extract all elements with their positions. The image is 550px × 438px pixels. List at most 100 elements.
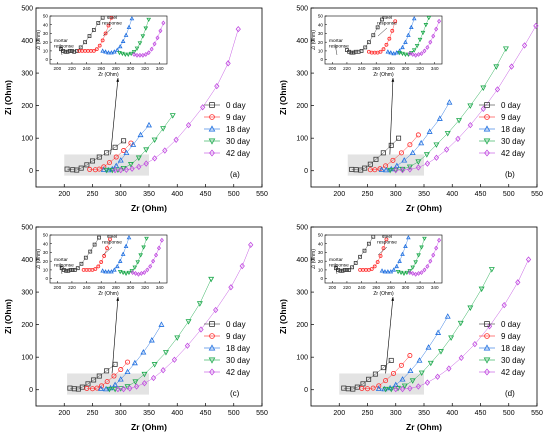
inset-x-tick-label: 320	[141, 66, 149, 71]
data-point	[436, 115, 443, 121]
data-point	[515, 279, 521, 286]
inset-data-point	[359, 49, 364, 53]
inset-series-1	[358, 237, 389, 272]
legend-marker	[208, 357, 216, 364]
panel-b: 200 250 300 350 400 450 500 550 0 100 200 300 400 500…	[275, 0, 550, 219]
inset-data-point	[61, 268, 66, 272]
data-point	[151, 362, 158, 368]
data-point	[112, 144, 118, 150]
mortar-response-annotation: mortar response	[54, 38, 74, 50]
data-point	[467, 305, 474, 311]
series-line	[390, 48, 507, 171]
inset-data-point	[422, 48, 427, 54]
y-tick-label: 100	[296, 136, 308, 143]
inset-x-tick-label: 280	[112, 66, 120, 71]
inset-data-point	[394, 263, 399, 269]
legend-label: 42 day	[226, 149, 250, 158]
y-tick-label: 0	[304, 168, 308, 175]
inset-x-tick-label: 240	[358, 66, 366, 71]
steel-annotation-line	[377, 246, 388, 256]
inset-data-point	[106, 50, 111, 55]
data-point	[467, 103, 474, 109]
series-3	[387, 46, 509, 174]
inset-data-point	[437, 18, 442, 24]
zoom-arrow-head	[391, 78, 395, 82]
x-axis-label: Zr (Ohm)	[406, 203, 442, 213]
data-point	[472, 341, 478, 348]
data-point	[173, 136, 179, 143]
data-point	[399, 166, 406, 174]
series-line	[343, 360, 392, 390]
inset-data-point	[139, 270, 144, 276]
data-point	[390, 157, 396, 163]
data-point	[415, 164, 421, 171]
inset-data-point	[109, 50, 114, 55]
inset-series-0	[59, 16, 105, 54]
data-point	[502, 46, 509, 52]
inset-data-point	[61, 49, 66, 53]
data-point	[135, 155, 142, 161]
inset-x-tick-label: 340	[431, 66, 439, 71]
data-point	[239, 262, 245, 270]
zoom-arrow-line	[110, 77, 119, 155]
inset-data-point	[363, 45, 368, 50]
inset-data-point	[381, 246, 386, 250]
data-point	[90, 386, 96, 392]
data-point	[493, 64, 500, 70]
inset-data-point	[358, 254, 362, 259]
data-point	[406, 164, 413, 171]
data-point	[124, 368, 131, 375]
inset-data-point	[146, 17, 152, 23]
inset-data-point	[372, 264, 377, 269]
data-point	[125, 359, 131, 365]
inset-series-3	[117, 17, 152, 57]
y-tick-label: 500	[21, 225, 33, 232]
x-tick-label: 300	[115, 410, 127, 417]
inset-data-point	[426, 16, 432, 21]
x-tick-label: 300	[115, 191, 127, 198]
data-point	[105, 166, 112, 173]
panel-label: (a)	[230, 170, 240, 179]
data-point	[141, 371, 148, 378]
data-point	[533, 22, 539, 30]
inset-data-point	[378, 254, 383, 258]
data-point	[467, 122, 473, 129]
x-tick-label: 250	[362, 410, 374, 417]
inset-x-tick-label: 220	[343, 66, 351, 71]
data-point	[424, 160, 431, 167]
data-point	[79, 384, 85, 390]
series-4	[393, 256, 532, 393]
series-4	[393, 22, 539, 174]
x-tick-label: 200	[58, 191, 70, 198]
inset-y-tick-label: 10	[318, 49, 324, 54]
inset-data-point	[406, 32, 411, 37]
inset-x-tick-label: 260	[97, 285, 105, 290]
data-point	[437, 349, 444, 355]
inset-data-point	[407, 51, 412, 56]
inset-y-tick-label: 30	[318, 31, 324, 36]
legend-label: 18 day	[226, 344, 250, 353]
x-tick-label: 500	[228, 410, 240, 417]
zoom-arrow-head	[116, 78, 120, 82]
inset-data-point	[342, 268, 347, 272]
x-tick-label: 200	[333, 191, 345, 198]
inset-data-point	[120, 51, 125, 57]
zoom-arrow-head	[391, 297, 395, 301]
data-point	[426, 128, 433, 134]
data-point	[415, 383, 421, 390]
x-tick-label: 550	[256, 410, 268, 417]
data-point	[213, 306, 219, 314]
inset-data-point	[403, 39, 408, 44]
inset-data-point	[91, 49, 96, 53]
x-axis-label: Zr (Ohm)	[406, 422, 442, 432]
data-point	[97, 385, 104, 391]
data-point	[399, 385, 406, 393]
data-point	[96, 166, 102, 172]
inset-series-4	[130, 237, 164, 277]
steel-annotation-line	[377, 27, 388, 37]
inset-y-tick-label: 0	[45, 276, 48, 281]
inset-data-point	[102, 254, 107, 258]
legend-marker	[484, 149, 490, 157]
data-point	[112, 381, 119, 388]
data-point	[398, 362, 404, 368]
